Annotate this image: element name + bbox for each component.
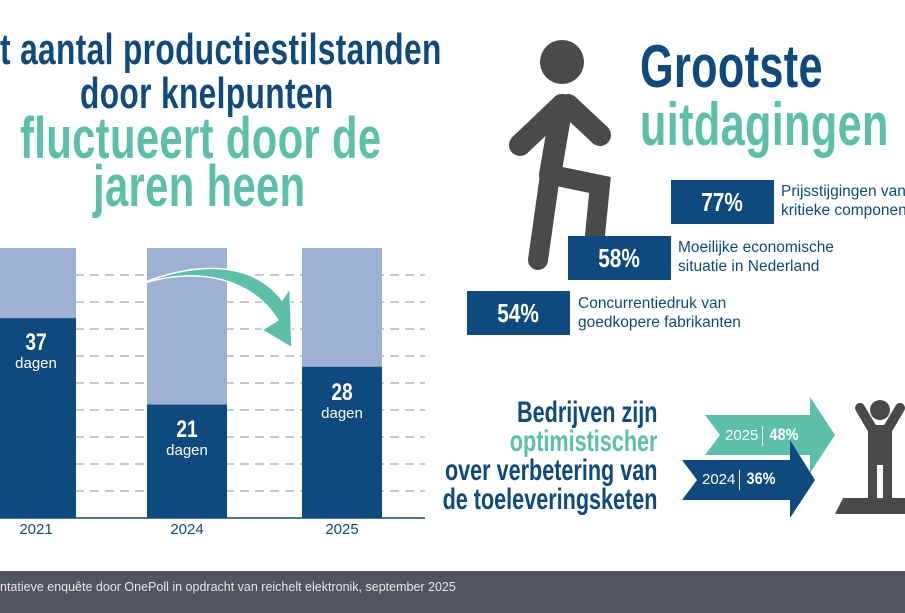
bar-value-2021: 37 [25,329,47,356]
optimism-text: Bedrijven zijn optimistischer over verbe… [442,396,657,516]
challenges-title-1: Grootste [640,33,823,100]
bar-unit: dagen [15,355,57,372]
challenge-label-3-line-2: goedkopere fabrikanten [578,314,741,331]
year-label-2021: 2021 [19,521,53,538]
challenge-label-3: Concurrentiedruk van goedkopere fabrikant… [578,294,741,332]
trend-arrows [682,397,835,518]
year-label-2024: 2024 [170,521,204,538]
optimism-line-4: de toeleveringsketen [442,483,657,516]
footer-source: ntatieve enquête door OnePoll in opdrach… [0,571,905,613]
challenge-label-2: Moeilijke economische situatie in Nederla… [678,238,834,276]
challenge-pct-1: 77% [671,180,774,224]
walking-person-icon [509,40,611,270]
arrow-2024-icon [682,440,815,518]
label-2025-year: 2025 [725,427,759,444]
label-2024: 2024 36% [702,469,778,491]
bar-value-2025: 28 [331,379,353,406]
title-line-4: jaren heen [93,154,306,219]
bar-2024 [147,404,227,518]
challenge-pct-1-value: 77% [701,186,744,217]
title-line-2: door knelpunten [80,69,334,118]
label-2025: 2025 48% [725,425,801,447]
challenges-title-2: uitdagingen [640,91,889,158]
bar-2025 [302,366,382,518]
year-label-2025: 2025 [325,521,359,538]
optimism-line-2: optimistischer [509,425,657,458]
title-line-3: fluctueert door de [20,106,382,171]
bar-chart [0,248,425,519]
bar-unit: dagen [166,442,208,459]
challenge-pct-3: 54% [467,291,570,335]
challenge-label-3-line-1: Concurrentiedruk van [578,295,727,312]
arrow-2025-icon [705,397,835,473]
label-2024-year: 2024 [702,471,736,488]
challenge-label-2-line-1: Moeilijke economische [678,239,834,256]
challenge-label-1: Prijsstijgingen van kritieke componenten [781,182,905,220]
curved-arrow-icon [87,267,293,350]
bar-label-2024: 21 dagen [147,416,227,460]
label-2025-value: 48% [769,425,799,444]
label-2024-value: 36% [746,469,776,488]
challenge-pct-3-value: 54% [497,297,540,328]
challenge-label-2-line-2: situatie in Nederland [678,258,820,275]
bar-label-2021: 37 dagen [0,329,76,373]
optimism-line-1: Bedrijven zijn [516,396,657,429]
challenge-label-1-line-2: kritieke componenten [781,202,905,219]
divider [739,470,741,491]
challenge-pct-2: 58% [568,236,671,280]
bar-unit: dagen [321,405,363,422]
bar-2021 [0,318,76,518]
bar-label-2025: 28 dagen [302,379,382,423]
cheering-person-icon [835,400,905,514]
optimism-line-3: over verbetering van [444,454,657,487]
challenge-label-1-line-1: Prijsstijgingen van [781,183,905,200]
challenge-pct-2-value: 58% [598,242,641,273]
bar-value-2024: 21 [176,416,198,443]
divider [762,426,764,447]
title-line-1: t aantal productiestilstanden [0,25,442,74]
